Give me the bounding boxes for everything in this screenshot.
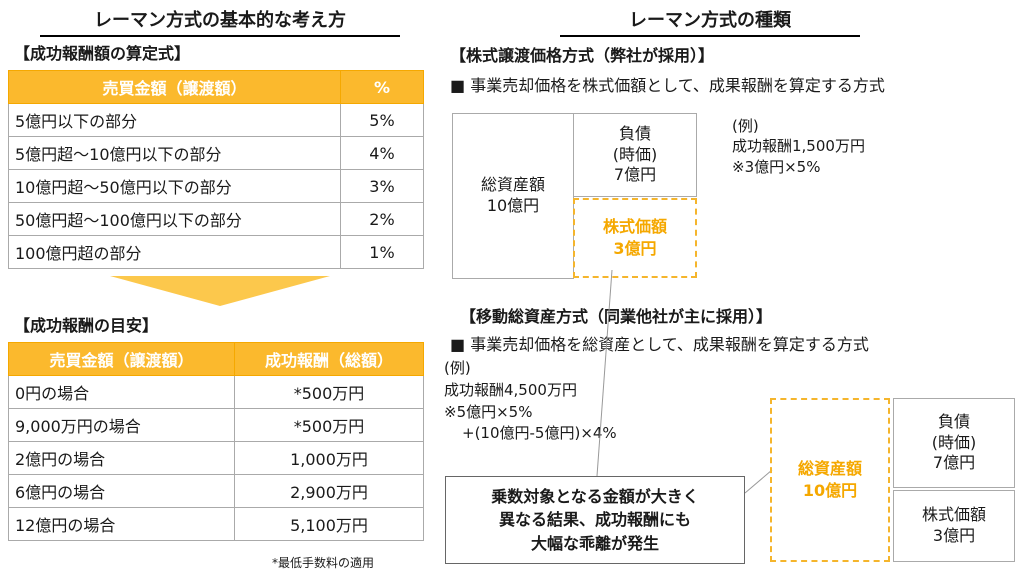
case-label: 9,000万円の場合 xyxy=(8,408,235,442)
table-row: 12億円の場合 5,100万円 xyxy=(8,507,424,541)
header-fee: 成功報酬（総額） xyxy=(234,342,424,376)
case-fee: *500万円 xyxy=(234,408,424,442)
right-section-title: レーマン方式の種類 xyxy=(560,6,860,37)
method2-description: ■ 事業売却価格を総資産として、成果報酬を算定する方式 xyxy=(450,335,869,354)
m2-debt-value: 7億円 xyxy=(932,453,976,473)
table-row: 6億円の場合 2,900万円 xyxy=(8,474,424,508)
tier-label: 5億円超～10億円以下の部分 xyxy=(8,136,341,170)
method1-description: ■ 事業売却価格を株式価額として、成果報酬を算定する方式 xyxy=(450,76,885,95)
m2-equity-box: 株式価額 3億円 xyxy=(893,490,1015,562)
m1-example-label: (例) xyxy=(732,117,759,135)
table-header-row: 売買金額（譲渡額） % xyxy=(8,70,424,104)
m2-equity-value: 3億円 xyxy=(932,526,976,545)
case-fee: 5,100万円 xyxy=(234,507,424,541)
callout-line-3: 大幅な乖離が発生 xyxy=(530,533,659,553)
left-section-title: レーマン方式の基本的な考え方 xyxy=(40,6,400,37)
m2-total-assets-box: 総資産額 10億円 xyxy=(770,398,890,562)
m1-debt-box: 負債 (時価) 7億円 xyxy=(573,113,697,197)
table-row: 0円の場合 *500万円 xyxy=(8,375,424,409)
tier-label: 5億円以下の部分 xyxy=(8,103,341,137)
case-label: 2億円の場合 xyxy=(8,441,235,475)
table-row: 10億円超～50億円以下の部分 3% xyxy=(8,169,424,203)
case-fee: *500万円 xyxy=(234,375,424,409)
table-row: 5億円超～10億円以下の部分 4% xyxy=(8,136,424,170)
header-percent: % xyxy=(340,70,424,104)
m2-example-label: (例) xyxy=(444,359,471,377)
m1-example-fee: 成功報酬1,500万円 xyxy=(732,137,865,156)
m2-debt-note: (時価) xyxy=(931,432,977,452)
m2-total-assets-label: 総資産額 xyxy=(797,459,862,479)
m2-total-assets-value: 10億円 xyxy=(802,481,858,500)
m2-example-calc2: +(10億円-5億円)×4% xyxy=(462,424,617,443)
case-label: 6億円の場合 xyxy=(8,474,235,508)
table-row: 50億円超～100億円以下の部分 2% xyxy=(8,202,424,236)
table-row: 9,000万円の場合 *500万円 xyxy=(8,408,424,442)
down-arrow-icon xyxy=(110,276,330,306)
m1-debt-label: 負債 xyxy=(618,123,651,143)
callout-box: 乗数対象となる金額が大きく 異なる結果、成功報酬にも 大幅な乖離が発生 xyxy=(445,476,745,564)
table-row: 5億円以下の部分 5% xyxy=(8,103,424,137)
tier-rate: 4% xyxy=(340,136,424,170)
tier-label: 10億円超～50億円以下の部分 xyxy=(8,169,341,203)
header-amount: 売買金額（譲渡額） xyxy=(8,342,235,376)
m1-total-assets-value: 10億円 xyxy=(486,196,540,215)
m2-equity-label: 株式価額 xyxy=(921,505,986,525)
m2-example-calc1: ※5億円×5% xyxy=(444,402,533,421)
tier-rate: 1% xyxy=(340,235,424,269)
m2-debt-label: 負債 xyxy=(937,411,970,431)
table-row: 100億円超の部分 1% xyxy=(8,235,424,269)
m1-total-assets-label: 総資産額 xyxy=(480,175,545,195)
m1-debt-value: 7億円 xyxy=(613,165,657,185)
tier-label: 100億円超の部分 xyxy=(8,235,341,269)
callout-line-2: 異なる結果、成功報酬にも xyxy=(498,510,691,530)
method2-heading: 【移動総資産方式（同業他社が主に採用）】 xyxy=(460,307,773,326)
table1-caption: 【成功報酬額の算定式】 xyxy=(14,44,191,63)
case-label: 0円の場合 xyxy=(8,375,235,409)
case-fee: 1,000万円 xyxy=(234,441,424,475)
case-label: 12億円の場合 xyxy=(8,507,235,541)
callout-line-1: 乗数対象となる金額が大きく xyxy=(491,487,699,507)
fee-formula-table: 売買金額（譲渡額） % 5億円以下の部分 5% 5億円超～10億円以下の部分 4… xyxy=(8,70,424,269)
m1-debt-note: (時価) xyxy=(612,144,658,164)
m2-example-fee: 成功報酬4,500万円 xyxy=(444,380,577,399)
tier-rate: 3% xyxy=(340,169,424,203)
m1-total-assets-box: 総資産額 10億円 xyxy=(452,113,574,279)
tier-rate: 2% xyxy=(340,202,424,236)
m1-equity-value: 3億円 xyxy=(613,239,657,258)
fee-estimate-table: 売買金額（譲渡額） 成功報酬（総額） 0円の場合 *500万円 9,000万円の… xyxy=(8,342,424,541)
case-fee: 2,900万円 xyxy=(234,474,424,508)
header-amount: 売買金額（譲渡額） xyxy=(8,70,341,104)
m1-equity-label: 株式価額 xyxy=(602,217,667,237)
footnote: *最低手数料の適用 xyxy=(272,556,375,570)
table2-caption: 【成功報酬の目安】 xyxy=(14,316,159,335)
method1-heading: 【株式譲渡価格方式（弊社が採用）】 xyxy=(450,46,715,65)
m1-example: (例) 成功報酬1,500万円 ※3億円×5% xyxy=(732,116,865,177)
m2-debt-box: 負債 (時価) 7億円 xyxy=(893,398,1015,488)
m2-example: (例) 成功報酬4,500万円 ※5億円×5% +(10億円-5億円)×4% xyxy=(444,358,617,445)
tier-rate: 5% xyxy=(340,103,424,137)
table-header-row: 売買金額（譲渡額） 成功報酬（総額） xyxy=(8,342,424,376)
m1-equity-box: 株式価額 3億円 xyxy=(573,198,697,278)
table-row: 2億円の場合 1,000万円 xyxy=(8,441,424,475)
m1-example-calc: ※3億円×5% xyxy=(732,157,821,176)
tier-label: 50億円超～100億円以下の部分 xyxy=(8,202,341,236)
